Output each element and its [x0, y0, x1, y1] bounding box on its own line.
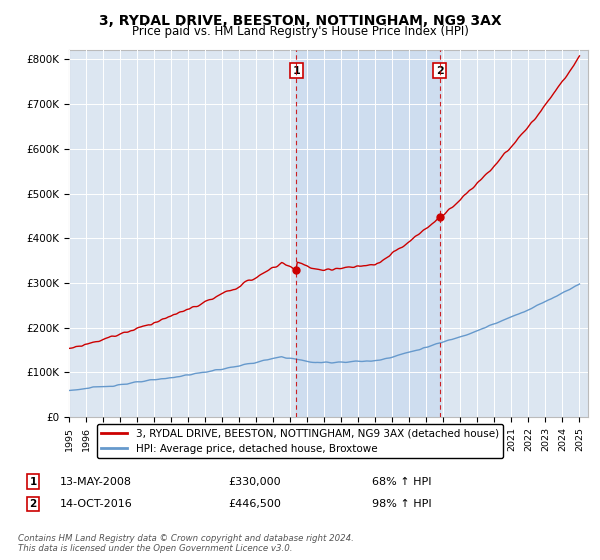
Text: 1: 1	[29, 477, 37, 487]
Text: 14-OCT-2016: 14-OCT-2016	[60, 499, 133, 509]
Text: 2: 2	[436, 66, 443, 76]
Text: 98% ↑ HPI: 98% ↑ HPI	[372, 499, 431, 509]
Text: Contains HM Land Registry data © Crown copyright and database right 2024.
This d: Contains HM Land Registry data © Crown c…	[18, 534, 354, 553]
Text: Price paid vs. HM Land Registry's House Price Index (HPI): Price paid vs. HM Land Registry's House …	[131, 25, 469, 38]
Text: 2: 2	[29, 499, 37, 509]
Text: 3, RYDAL DRIVE, BEESTON, NOTTINGHAM, NG9 3AX: 3, RYDAL DRIVE, BEESTON, NOTTINGHAM, NG9…	[98, 14, 502, 28]
Bar	[296, 50, 440, 417]
Text: 13-MAY-2008: 13-MAY-2008	[60, 477, 132, 487]
Text: 68% ↑ HPI: 68% ↑ HPI	[372, 477, 431, 487]
Text: £446,500: £446,500	[228, 499, 281, 509]
Text: £330,000: £330,000	[228, 477, 281, 487]
Text: 1: 1	[292, 66, 300, 76]
Legend: 3, RYDAL DRIVE, BEESTON, NOTTINGHAM, NG9 3AX (detached house), HPI: Average pric: 3, RYDAL DRIVE, BEESTON, NOTTINGHAM, NG9…	[97, 424, 503, 458]
